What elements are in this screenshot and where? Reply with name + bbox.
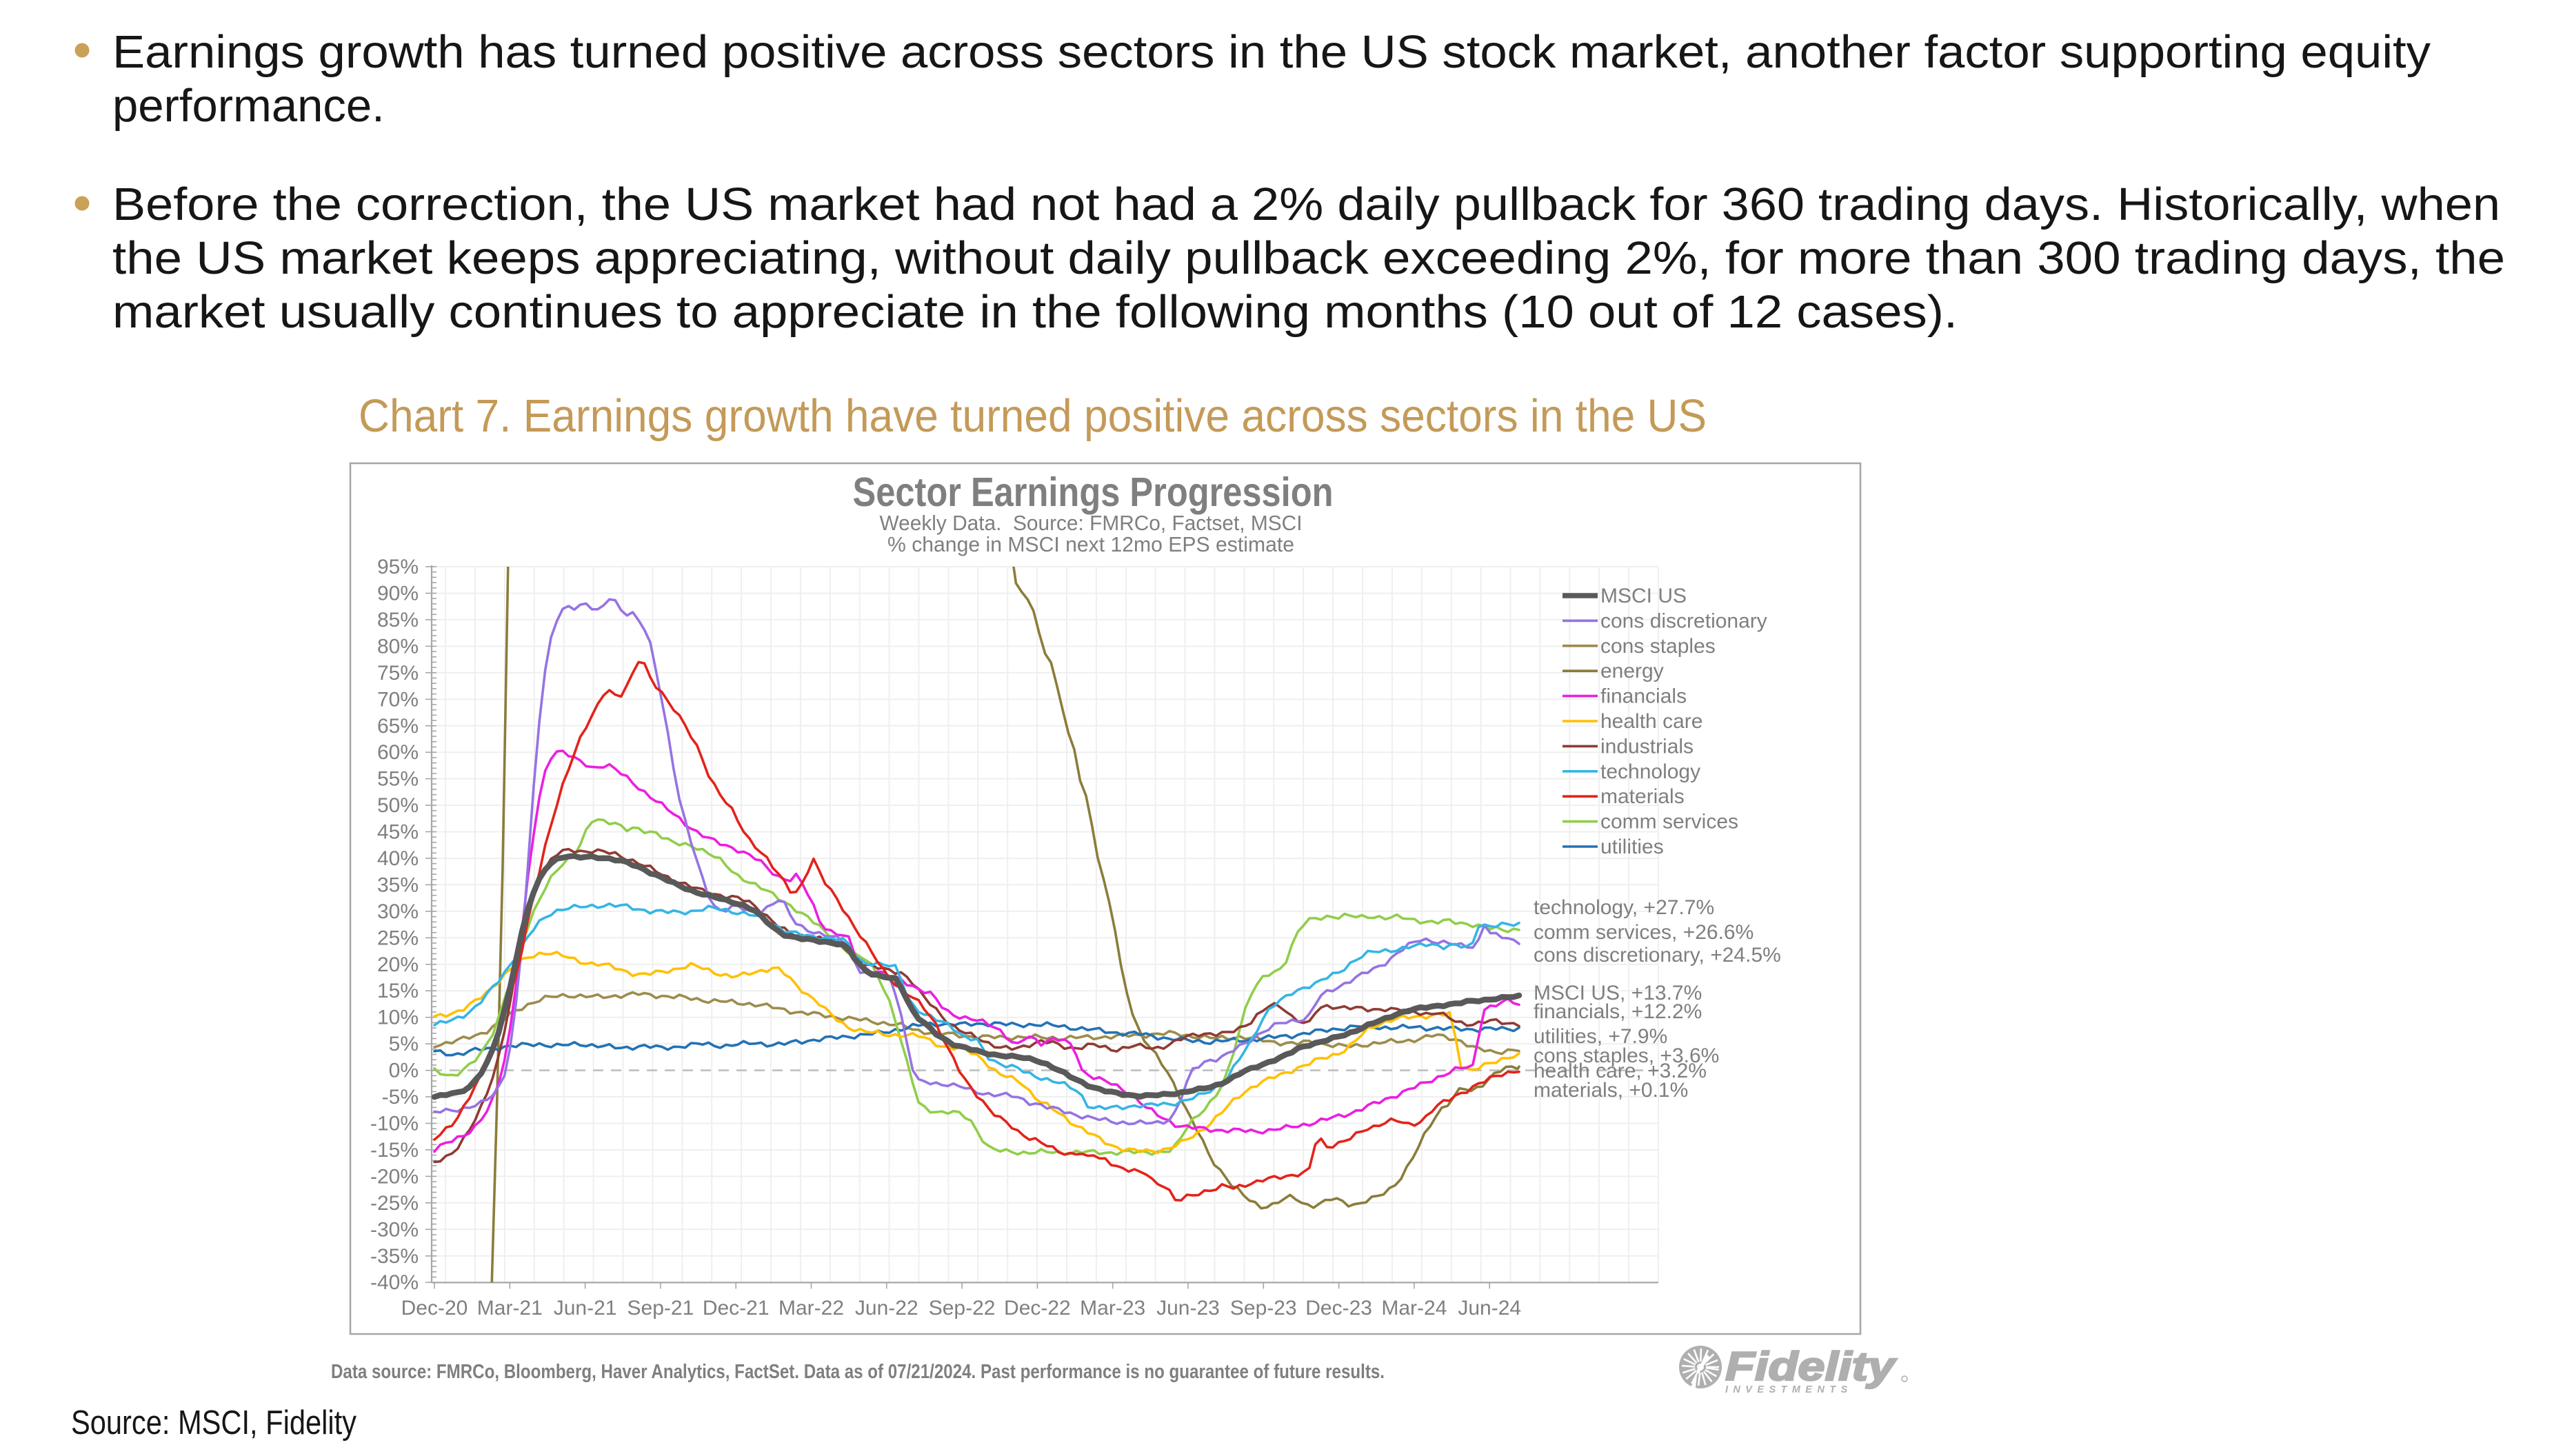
svg-text:financials: financials <box>1600 685 1687 708</box>
svg-text:Weekly Data. Source: FMRCo, F: Weekly Data. Source: FMRCo, Factset, MSC… <box>880 511 1303 535</box>
svg-text:-15%: -15% <box>370 1139 419 1162</box>
svg-text:Sep-22: Sep-22 <box>929 1297 996 1320</box>
svg-text:-20%: -20% <box>370 1165 419 1188</box>
svg-text:health care: health care <box>1600 710 1702 733</box>
svg-text:technology, +27.7%: technology, +27.7% <box>1534 896 1714 919</box>
svg-text:Data source: FMRCo, Bloomberg,: Data source: FMRCo, Bloomberg, Haver Ana… <box>331 1361 1385 1383</box>
svg-text:cons discretionary, +24.5%: cons discretionary, +24.5% <box>1534 944 1781 967</box>
svg-text:industrials: industrials <box>1600 735 1694 758</box>
svg-text:utilities, +7.9%: utilities, +7.9% <box>1534 1025 1667 1048</box>
svg-text:-35%: -35% <box>370 1245 419 1268</box>
svg-text:cons staples: cons staples <box>1600 635 1716 658</box>
svg-text:cons staples, +3.6%: cons staples, +3.6% <box>1534 1044 1719 1067</box>
svg-text:Mar-23: Mar-23 <box>1080 1297 1145 1320</box>
svg-text:45%: 45% <box>377 821 419 844</box>
svg-text:75%: 75% <box>377 662 419 685</box>
svg-text:MSCI US, +13.7%: MSCI US, +13.7% <box>1534 982 1702 1004</box>
svg-text:5%: 5% <box>389 1033 419 1055</box>
svg-text:30%: 30% <box>377 900 419 923</box>
svg-text:Mar-22: Mar-22 <box>778 1297 844 1320</box>
svg-text:80%: 80% <box>377 635 419 658</box>
svg-text:performance.: performance. <box>112 80 385 132</box>
svg-text:40%: 40% <box>377 847 419 870</box>
svg-text:-10%: -10% <box>370 1113 419 1135</box>
svg-text:market usually continues to ap: market usually continues to appreciate i… <box>112 286 1958 338</box>
svg-text:cons discretionary: cons discretionary <box>1600 609 1767 632</box>
svg-text:comm services: comm services <box>1600 811 1738 833</box>
svg-text:15%: 15% <box>377 980 419 1002</box>
svg-text:Sep-21: Sep-21 <box>627 1297 694 1320</box>
svg-text:70%: 70% <box>377 688 419 711</box>
svg-text:Dec-23: Dec-23 <box>1305 1297 1372 1320</box>
svg-text:50%: 50% <box>377 794 419 817</box>
svg-text:Sep-23: Sep-23 <box>1230 1297 1297 1320</box>
svg-text:the US market keeps appreciati: the US market keeps appreciating, withou… <box>112 232 2505 284</box>
svg-text:95%: 95% <box>377 556 419 578</box>
svg-text:Jun-22: Jun-22 <box>855 1297 918 1320</box>
svg-text:55%: 55% <box>377 768 419 791</box>
svg-text:60%: 60% <box>377 741 419 764</box>
svg-text:Dec-21: Dec-21 <box>703 1297 770 1320</box>
svg-text:20%: 20% <box>377 953 419 976</box>
svg-text:utilities: utilities <box>1600 836 1664 858</box>
svg-text:Mar-24: Mar-24 <box>1381 1297 1447 1320</box>
svg-text:Jun-23: Jun-23 <box>1156 1297 1220 1320</box>
svg-text:health care, +3.2%: health care, +3.2% <box>1534 1060 1707 1082</box>
svg-text:Before the correction, the US: Before the correction, the US market had… <box>112 179 2500 230</box>
svg-text:0%: 0% <box>389 1060 419 1082</box>
svg-text:-25%: -25% <box>370 1192 419 1215</box>
svg-text:Dec-20: Dec-20 <box>401 1297 468 1320</box>
svg-text:materials, +0.1%: materials, +0.1% <box>1534 1079 1688 1102</box>
svg-text:Jun-21: Jun-21 <box>554 1297 617 1320</box>
svg-text:Earnings growth has turned pos: Earnings growth has turned positive acro… <box>112 26 2431 78</box>
svg-text:financials, +12.2%: financials, +12.2% <box>1534 1000 1702 1023</box>
svg-text:-40%: -40% <box>370 1271 419 1294</box>
svg-text:65%: 65% <box>377 715 419 738</box>
svg-text:technology: technology <box>1600 760 1700 783</box>
svg-text:Source: MSCI, Fidelity: Source: MSCI, Fidelity <box>71 1404 356 1442</box>
svg-text:comm services, +26.6%: comm services, +26.6% <box>1534 921 1754 944</box>
svg-text:Chart 7. Earnings growth have: Chart 7. Earnings growth have turned pos… <box>359 390 1707 442</box>
svg-text:Dec-22: Dec-22 <box>1004 1297 1071 1320</box>
svg-text:Sector Earnings Progression: Sector Earnings Progression <box>853 469 1334 515</box>
svg-text:85%: 85% <box>377 609 419 631</box>
svg-text:INVESTMENTS: INVESTMENTS <box>1725 1384 1853 1395</box>
svg-text:materials: materials <box>1600 785 1685 808</box>
svg-text:10%: 10% <box>377 1007 419 1029</box>
svg-text:-5%: -5% <box>382 1086 419 1109</box>
svg-text:Jun-24: Jun-24 <box>1458 1297 1521 1320</box>
svg-text:-30%: -30% <box>370 1218 419 1241</box>
svg-text:90%: 90% <box>377 583 419 605</box>
svg-text:MSCI US: MSCI US <box>1600 585 1687 607</box>
svg-text:25%: 25% <box>377 927 419 949</box>
svg-text:energy: energy <box>1600 660 1664 682</box>
svg-text:% change in MSCI next 12mo EPS: % change in MSCI next 12mo EPS estimate <box>887 532 1294 556</box>
svg-text:Fidelity: Fidelity <box>1725 1344 1897 1389</box>
svg-text:Mar-21: Mar-21 <box>477 1297 543 1320</box>
svg-text:35%: 35% <box>377 873 419 896</box>
